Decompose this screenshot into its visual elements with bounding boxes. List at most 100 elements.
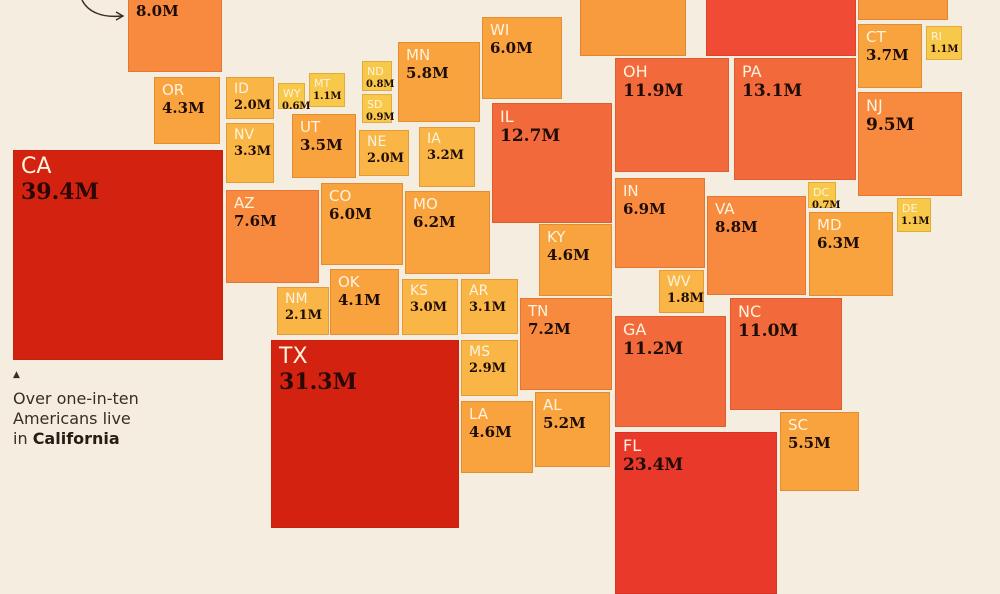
tile-label-md: MD bbox=[817, 216, 842, 234]
tile-value-tx: 31.3M bbox=[279, 369, 357, 395]
tile-tx: TX 31.3M bbox=[271, 340, 459, 528]
tile-de: DE 1.1M bbox=[897, 198, 931, 232]
tile-label-or: OR bbox=[162, 81, 185, 99]
tile-label-wa: WA bbox=[136, 0, 160, 2]
tile-mt: MT 1.1M bbox=[309, 73, 345, 107]
tile-ky: KY 4.6M bbox=[539, 224, 612, 296]
tile-nv: NV 3.3M bbox=[226, 123, 274, 183]
tile-tn: TN 7.2M bbox=[520, 298, 612, 390]
tile-label-nj: NJ bbox=[866, 96, 883, 115]
tile-label-il: IL bbox=[500, 107, 514, 126]
tile-value-ut: 3.5M bbox=[300, 136, 343, 154]
tile-value-de: 1.1M bbox=[901, 216, 930, 227]
tile-value-nj: 9.5M bbox=[866, 115, 915, 135]
tile-value-tn: 7.2M bbox=[528, 320, 571, 338]
tile-oh: OH 11.9M bbox=[615, 58, 729, 172]
tile-wy: WY 0.6M bbox=[278, 83, 310, 112]
tile-label-mo: MO bbox=[413, 195, 438, 213]
tile-nd: ND 0.8M bbox=[362, 61, 395, 91]
tile-value-nc: 11.0M bbox=[738, 321, 799, 341]
tile-value-md: 6.3M bbox=[817, 234, 860, 252]
tile-wi: WI 6.0M bbox=[482, 17, 562, 99]
tile-label-wy: WY bbox=[283, 87, 301, 100]
tile-label-ga: GA bbox=[623, 320, 647, 339]
tile-nj: NJ 9.5M bbox=[858, 92, 962, 196]
tile-label-ct: CT bbox=[866, 28, 886, 46]
tile-md: MD 6.3M bbox=[809, 212, 893, 296]
tile-label-pa: PA bbox=[742, 62, 762, 81]
tile-label-mn: MN bbox=[406, 46, 431, 64]
tile-ct: CT 3.7M bbox=[858, 24, 922, 88]
tile-label-sd: SD bbox=[367, 98, 383, 111]
tile-value-co: 6.0M bbox=[329, 205, 372, 223]
tile-label-id: ID bbox=[234, 81, 249, 97]
annotation-line-3-bold: California bbox=[32, 429, 120, 448]
tile-value-ar: 3.1M bbox=[469, 300, 507, 315]
tile-in: IN 6.9M bbox=[615, 178, 705, 268]
tile-map: CA 39.4M TX 31.3M FL 23.4M PA 13.1M IL 12.7M OH 11.… bbox=[13, 0, 962, 594]
tile-sc: SC 5.5M bbox=[780, 412, 859, 491]
tile-label-in: IN bbox=[623, 182, 639, 200]
tile-label-nd: ND bbox=[367, 65, 384, 78]
tile-sd: SD 0.9M bbox=[362, 94, 395, 123]
annotation-arrow-icon bbox=[81, 0, 125, 21]
tile-label-ri: RI bbox=[931, 30, 942, 43]
tile-value-mt: 1.1M bbox=[313, 91, 342, 102]
tile-label-sc: SC bbox=[788, 416, 808, 434]
tile-label-nc: NC bbox=[738, 302, 762, 321]
tile-value-id: 2.0M bbox=[234, 98, 272, 113]
tile-value-sd: 0.9M bbox=[366, 112, 395, 123]
tile-value-il: 12.7M bbox=[500, 126, 561, 146]
tile-value-or: 4.3M bbox=[162, 99, 205, 117]
tile-ny-cropped bbox=[580, 0, 686, 56]
tile-label-la: LA bbox=[469, 405, 488, 423]
tile-label-nv: NV bbox=[234, 127, 255, 143]
tile-label-ky: KY bbox=[547, 228, 566, 246]
tile-label-wv: WV bbox=[667, 274, 691, 290]
tile-co: CO 6.0M bbox=[321, 183, 403, 265]
tile-pa: PA 13.1M bbox=[734, 58, 856, 180]
tile-ma-cropped bbox=[858, 0, 948, 20]
tile-value-la: 4.6M bbox=[469, 423, 512, 441]
tile-nc: NC 11.0M bbox=[730, 298, 842, 410]
tile-label-fl: FL bbox=[623, 436, 642, 455]
tile-value-fl: 23.4M bbox=[623, 455, 684, 475]
tile-fl: FL 23.4M bbox=[615, 432, 777, 594]
tile-value-sc: 5.5M bbox=[788, 434, 831, 452]
tile-ut: UT 3.5M bbox=[292, 114, 356, 178]
tile-label-ms: MS bbox=[469, 344, 490, 360]
tile-value-wi: 6.0M bbox=[490, 39, 533, 57]
tile-label-ca: CA bbox=[21, 154, 52, 179]
tile-va: VA 8.8M bbox=[707, 196, 806, 295]
tile-dc: DC 0.7M bbox=[808, 182, 840, 211]
tile-la: LA 4.6M bbox=[461, 401, 533, 473]
tile-value-nd: 0.8M bbox=[366, 79, 395, 90]
tile-value-ks: 3.0M bbox=[410, 300, 448, 315]
tile-value-va: 8.8M bbox=[715, 218, 758, 236]
tile-label-va: VA bbox=[715, 200, 735, 218]
tile-value-ia: 3.2M bbox=[427, 148, 465, 163]
tile-al: AL 5.2M bbox=[535, 392, 610, 467]
tile-mo: MO 6.2M bbox=[405, 191, 490, 274]
tile-ia: IA 3.2M bbox=[419, 127, 475, 187]
tile-label-az: AZ bbox=[234, 194, 255, 212]
tile-value-ky: 4.6M bbox=[547, 246, 590, 264]
tile-value-ri: 1.1M bbox=[930, 44, 959, 55]
tile-label-ut: UT bbox=[300, 118, 321, 136]
tile-value-ms: 2.9M bbox=[469, 361, 507, 376]
tile-il: IL 12.7M bbox=[492, 103, 612, 223]
tile-value-ne: 2.0M bbox=[367, 151, 405, 166]
tile-value-mn: 5.8M bbox=[406, 64, 449, 82]
tile-id: ID 2.0M bbox=[226, 77, 274, 119]
tile-value-az: 7.6M bbox=[234, 212, 277, 230]
tile-label-wi: WI bbox=[490, 21, 510, 39]
tile-label-ks: KS bbox=[410, 283, 429, 299]
tile-label-ia: IA bbox=[427, 131, 441, 147]
tile-value-nm: 2.1M bbox=[285, 308, 323, 323]
tile-value-wv: 1.8M bbox=[667, 291, 705, 306]
annotation-line-3-prefix: in bbox=[13, 429, 28, 448]
tile-value-wa: 8.0M bbox=[136, 2, 179, 20]
tile-ga: GA 11.2M bbox=[615, 316, 726, 427]
tile-az: AZ 7.6M bbox=[226, 190, 319, 283]
tile-ok: OK 4.1M bbox=[330, 269, 399, 335]
